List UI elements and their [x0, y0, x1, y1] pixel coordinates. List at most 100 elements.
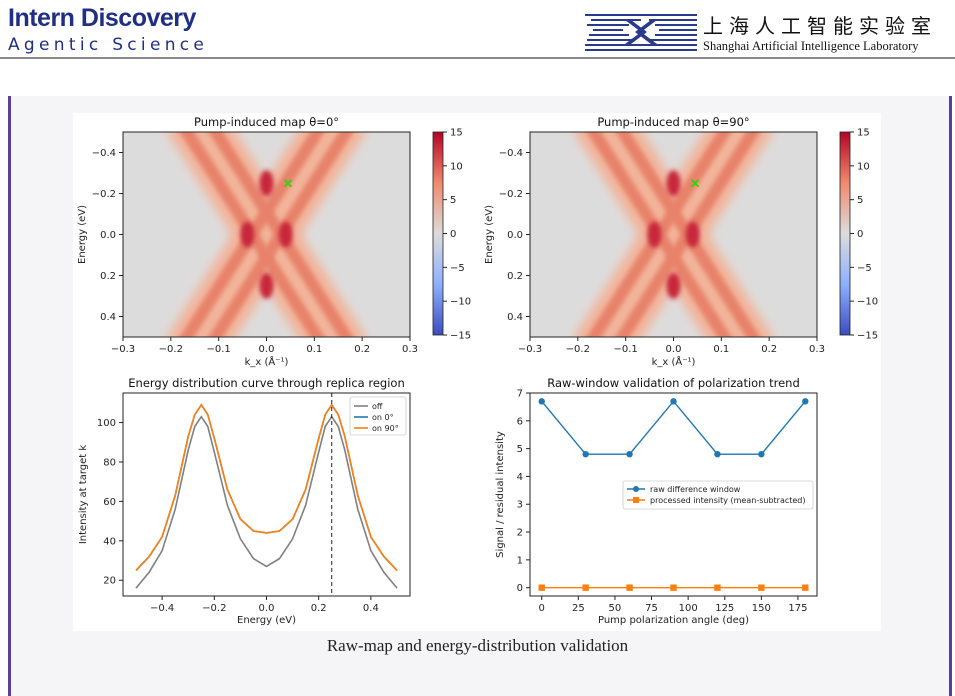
- y-tick-label: 0.2: [100, 271, 116, 282]
- x-tick-label: −0.2: [566, 344, 590, 355]
- heatmap-hotspot: [666, 170, 681, 197]
- x-tick-label: 175: [788, 603, 807, 614]
- x-tick-label: 25: [572, 603, 585, 614]
- colorbar-tick-label: 15: [857, 128, 870, 139]
- x-tick-label: 100: [679, 603, 698, 614]
- x-tick-label: 0.2: [761, 344, 777, 355]
- data-point: [626, 450, 633, 458]
- x-tick-label: 0.0: [666, 344, 682, 355]
- y-tick-label: 7: [517, 389, 523, 400]
- data-point: [758, 450, 765, 458]
- target-marker-stroke: [690, 179, 700, 188]
- x-tick-label: 125: [715, 603, 734, 614]
- figure-chart: −0.3 −0.2 −0.1 0.0 0.1 0.2 0.3 0.4 0.2 0.0 −0.2 −0.…: [77, 115, 878, 626]
- data-point: [582, 584, 589, 591]
- x-tick-label: −0.1: [207, 344, 231, 355]
- target-marker-stroke: [283, 179, 293, 188]
- y-tick-label: 6: [517, 416, 523, 427]
- x-tick-label: 0.3: [809, 344, 825, 355]
- legend-marker: [633, 486, 639, 492]
- y-axis-label: Signal / residual intensity: [495, 431, 506, 558]
- x-tick-label: 0.2: [311, 603, 327, 614]
- x-axis-label: Energy (eV): [237, 615, 296, 626]
- x-axis-label: k_x (Å⁻¹): [245, 355, 289, 368]
- y-tick-label: 0.4: [100, 312, 116, 323]
- legend-label: processed intensity (mean-subtracted): [650, 496, 806, 505]
- chart-title: Raw-window validation of polarization tr…: [547, 376, 800, 390]
- colorbar-tick-label: −5: [857, 263, 872, 274]
- x-tick-label: 0.0: [259, 344, 275, 355]
- x-tick-label: −0.1: [614, 344, 638, 355]
- brand-logo: Intern Discovery Agentic Science: [8, 4, 208, 56]
- y-tick-label: 2: [517, 528, 523, 539]
- y-tick-label: 60: [103, 497, 116, 508]
- data-point: [802, 584, 809, 591]
- y-tick-label: 20: [103, 576, 116, 587]
- y-tick-label: 0.4: [507, 312, 523, 323]
- colorbar-tick-label: 0: [450, 229, 456, 240]
- heatmap-bands: [166, 132, 367, 337]
- data-point: [538, 584, 545, 591]
- heatmap-hotspot: [685, 221, 700, 248]
- y-axis-label: Energy (eV): [484, 205, 495, 264]
- x-tick-label: 150: [752, 603, 771, 614]
- legend-box: [622, 480, 814, 510]
- y-tick-label: −0.4: [92, 148, 116, 159]
- colorbar-tick-label: −10: [450, 297, 471, 308]
- series-line-off: [135, 415, 398, 589]
- y-tick-label: −0.4: [499, 148, 523, 159]
- colorbar-tick-label: 5: [450, 195, 456, 206]
- heatmap-hotspot: [647, 221, 662, 248]
- y-tick-label: −0.2: [499, 189, 523, 200]
- lab-name-cn: 上海人工智能实验室: [703, 14, 937, 38]
- brand-subtitle: Agentic Science: [8, 35, 209, 55]
- x-tick-label: 0.4: [363, 603, 379, 614]
- x-tick-label: 0: [539, 603, 545, 614]
- brand-title: Intern Discovery: [8, 4, 196, 32]
- y-tick-label: 0.0: [507, 230, 523, 241]
- x-tick-label: −0.2: [159, 344, 183, 355]
- colorbar-tick-label: −15: [857, 331, 878, 342]
- y-tick-label: 40: [103, 536, 116, 547]
- colorbar-tick-label: −5: [450, 263, 465, 274]
- y-tick-label: 0.2: [507, 271, 523, 282]
- x-tick-label: −0.2: [202, 603, 226, 614]
- data-point: [714, 584, 721, 591]
- heatmap-hotspot: [259, 170, 274, 197]
- x-tick-label: 50: [609, 603, 622, 614]
- data-point: [758, 584, 765, 591]
- chart-title: Pump-induced map θ=90°: [597, 115, 749, 129]
- x-axis-label: Pump polarization angle (deg): [598, 615, 749, 626]
- data-point: [626, 584, 633, 591]
- target-marker: [690, 179, 700, 188]
- x-tick-label: 0.0: [259, 603, 275, 614]
- legend-label: raw difference window: [650, 485, 741, 494]
- colorbar-tick-label: 5: [857, 195, 863, 206]
- lab-logo: 上海人工智能实验室 Shanghai Artificial Intelligen…: [585, 8, 947, 54]
- y-axis-label: Intensity at target k: [78, 445, 89, 545]
- lab-emblem-icon: [585, 14, 697, 51]
- heatmap-hotspot: [259, 272, 274, 299]
- legend-label: on 90°: [372, 424, 399, 433]
- y-tick-label: 5: [517, 444, 523, 455]
- data-point: [582, 450, 589, 458]
- colorbar-tick-label: 15: [450, 128, 463, 139]
- colorbar-tick-label: 0: [857, 229, 863, 240]
- data-point: [670, 584, 677, 591]
- colorbar-tick-label: −10: [857, 297, 878, 308]
- chart-title: Energy distribution curve through replic…: [128, 376, 404, 390]
- x-tick-label: 75: [645, 603, 658, 614]
- heatmap-hotspot: [666, 272, 681, 299]
- x-tick-label: −0.3: [111, 344, 135, 355]
- x-axis-label: k_x (Å⁻¹): [652, 355, 696, 368]
- lab-name-en: Shanghai Artificial Intelligence Laborat…: [703, 39, 919, 53]
- heatmap-hotspot: [240, 221, 255, 248]
- colorbar-tick-label: 10: [857, 161, 870, 172]
- legend-label: off: [372, 402, 383, 411]
- data-point: [802, 398, 809, 405]
- figure-caption: Raw-map and energy-distribution validati…: [326, 636, 629, 655]
- y-tick-label: 3: [517, 500, 523, 511]
- x-tick-label: 0.3: [402, 344, 418, 355]
- figure-panel: −0.3 −0.2 −0.1 0.0 0.1 0.2 0.3 0.4 0.2 0.0 −0.2 −0.…: [73, 113, 881, 631]
- data-point: [538, 398, 545, 405]
